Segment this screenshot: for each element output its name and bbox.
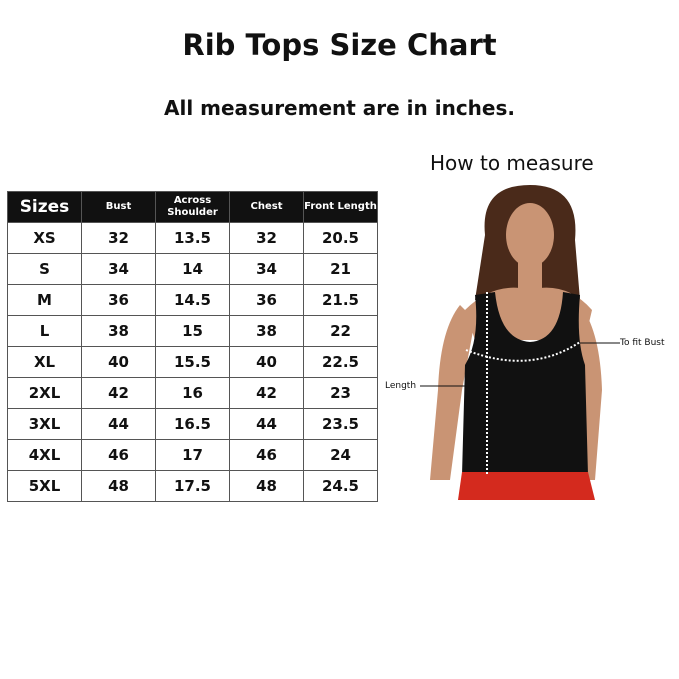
table-cell: 44 [229,408,304,440]
table-cell: 34 [81,253,156,285]
table-cell: 36 [229,284,304,316]
table-cell: XL [7,346,82,378]
table-row: XL 40 15.5 40 22.5 [7,346,378,378]
table-cell: 13.5 [155,222,230,254]
bust-label: To fit Bust [620,338,665,348]
table-cell: 22 [303,315,378,347]
table-cell: 38 [81,315,156,347]
table-row: 3XL 44 16.5 44 23.5 [7,408,378,440]
table-cell: 40 [81,346,156,378]
table-cell: 20.5 [303,222,378,254]
skirt [458,472,595,500]
table-cell: 24 [303,439,378,471]
table-row: XS 32 13.5 32 20.5 [7,222,378,254]
bust-line [465,341,581,362]
table-cell: XS [7,222,82,254]
table-cell: 22.5 [303,346,378,378]
table-row: 2XL 42 16 42 23 [7,377,378,409]
table-cell: 38 [229,315,304,347]
tank-top [462,292,588,475]
table-row: S 34 14 34 21 [7,253,378,285]
table-cell: L [7,315,82,347]
table-cell: 15 [155,315,230,347]
header-chest: Chest [229,191,304,223]
length-label: Length [385,381,417,391]
table-row: 5XL 48 17.5 48 24.5 [7,470,378,502]
table-cell: 23 [303,377,378,409]
table-cell: 44 [81,408,156,440]
table-cell: 32 [229,222,304,254]
table-cell: 23.5 [303,408,378,440]
table-cell: 42 [229,377,304,409]
page-title: Rib Tops Size Chart [182,28,497,62]
table-cell: 42 [81,377,156,409]
table-cell: 21.5 [303,284,378,316]
table-cell: 16.5 [155,408,230,440]
table-cell: 17 [155,439,230,471]
header-sizes: Sizes [7,191,82,223]
neck [518,260,542,290]
size-table: Sizes Bust Across Shoulder Chest Front L… [7,191,378,502]
table-cell: 46 [81,439,156,471]
table-cell: 2XL [7,377,82,409]
table-row: L 38 15 38 22 [7,315,378,347]
table-cell: 48 [81,470,156,502]
table-cell: 15.5 [155,346,230,378]
table-row: 4XL 46 17 46 24 [7,439,378,471]
subtitle: All measurement are in inches. [164,96,515,120]
header-across-shoulder: Across Shoulder [155,191,230,223]
table-cell: 16 [155,377,230,409]
table-cell: M [7,284,82,316]
table-cell: 14.5 [155,284,230,316]
face [506,203,554,267]
table-cell: 36 [81,284,156,316]
table-header-row: Sizes Bust Across Shoulder Chest Front L… [7,191,378,223]
model-figure: To fit Bust Length [380,180,679,514]
table-cell: 24.5 [303,470,378,502]
table-cell: 17.5 [155,470,230,502]
header-front-length: Front Length [303,191,378,223]
table-cell: 34 [229,253,304,285]
table-cell: 46 [229,439,304,471]
table-cell: S [7,253,82,285]
how-to-measure-heading: How to measure [430,151,594,175]
table-cell: 14 [155,253,230,285]
header-bust: Bust [81,191,156,223]
table-cell: 5XL [7,470,82,502]
table-cell: 32 [81,222,156,254]
table-cell: 48 [229,470,304,502]
table-cell: 3XL [7,408,82,440]
table-cell: 4XL [7,439,82,471]
table-cell: 40 [229,346,304,378]
table-row: M 36 14.5 36 21.5 [7,284,378,316]
table-cell: 21 [303,253,378,285]
